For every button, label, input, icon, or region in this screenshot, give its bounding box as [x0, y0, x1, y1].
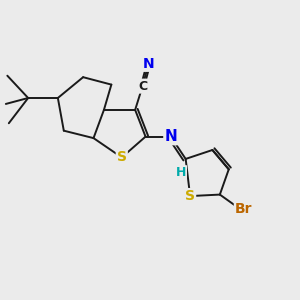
Text: S: S: [117, 150, 127, 164]
Text: Br: Br: [235, 202, 252, 216]
Text: N: N: [143, 57, 154, 71]
Text: S: S: [185, 189, 195, 203]
Text: H: H: [176, 166, 186, 179]
Text: C: C: [138, 80, 147, 93]
Text: N: N: [164, 129, 177, 144]
